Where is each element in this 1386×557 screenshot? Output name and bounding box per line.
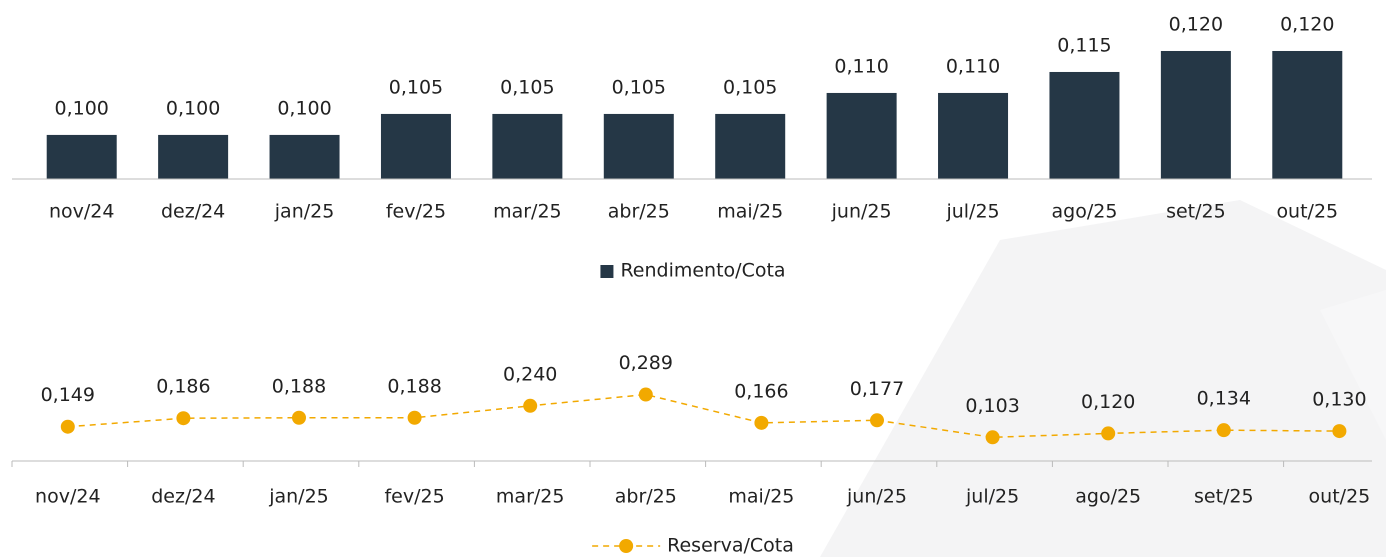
x-tick-label: set/25 bbox=[1194, 486, 1254, 508]
data-label: 0,105 bbox=[500, 76, 554, 98]
point bbox=[1332, 424, 1347, 439]
x-tick-label: abr/25 bbox=[608, 201, 670, 223]
legend-label: Rendimento/Cota bbox=[620, 260, 785, 282]
point bbox=[176, 411, 191, 426]
data-label: 0,100 bbox=[277, 97, 331, 119]
data-label: 0,115 bbox=[1057, 34, 1111, 56]
legend-label: Reserva/Cota bbox=[667, 535, 794, 557]
legend-marker bbox=[619, 539, 634, 553]
data-label: 0,105 bbox=[723, 76, 777, 98]
x-tick-label: out/25 bbox=[1309, 486, 1371, 508]
point bbox=[60, 419, 75, 434]
x-tick-label: nov/24 bbox=[49, 201, 115, 223]
x-tick-label: fev/25 bbox=[384, 486, 444, 508]
data-label: 0,240 bbox=[503, 363, 557, 385]
data-label: 0,110 bbox=[946, 55, 1000, 77]
x-tick-label: jun/25 bbox=[846, 486, 907, 508]
point bbox=[292, 410, 306, 425]
data-label: 0,100 bbox=[55, 97, 109, 119]
x-tick-label: jan/25 bbox=[268, 486, 329, 508]
legend-swatch bbox=[600, 265, 614, 278]
bar bbox=[938, 92, 1009, 179]
data-label: 0,134 bbox=[1197, 388, 1251, 410]
data-label: 0,289 bbox=[619, 352, 673, 374]
x-tick-label: mai/25 bbox=[728, 486, 794, 508]
bar bbox=[46, 134, 117, 179]
x-tick-label: dez/24 bbox=[161, 201, 225, 223]
data-label: 0,120 bbox=[1081, 391, 1135, 413]
decor-shape bbox=[1320, 290, 1386, 440]
bar bbox=[826, 92, 897, 179]
x-tick-label: fev/25 bbox=[386, 201, 446, 223]
x-tick-label: jul/25 bbox=[965, 486, 1019, 508]
x-tick-label: abr/25 bbox=[615, 486, 677, 508]
x-tick-label: ago/25 bbox=[1052, 201, 1118, 223]
point bbox=[870, 413, 884, 428]
bar bbox=[1049, 71, 1120, 179]
bar bbox=[158, 134, 229, 179]
point bbox=[407, 410, 422, 425]
background-decor bbox=[820, 200, 1386, 557]
data-label: 0,100 bbox=[166, 97, 220, 119]
data-label: 0,130 bbox=[1312, 389, 1366, 411]
x-tick-label: mar/25 bbox=[493, 201, 562, 223]
data-label: 0,110 bbox=[834, 55, 888, 77]
data-label: 0,105 bbox=[612, 76, 666, 98]
point bbox=[985, 430, 1000, 445]
data-label: 0,166 bbox=[734, 380, 788, 402]
x-tick-label: out/25 bbox=[1276, 201, 1338, 223]
data-label: 0,188 bbox=[387, 375, 441, 397]
point bbox=[523, 398, 538, 413]
data-label: 0,120 bbox=[1280, 13, 1334, 35]
bar bbox=[1160, 50, 1231, 179]
point bbox=[638, 387, 653, 402]
data-label: 0,186 bbox=[156, 376, 210, 398]
x-tick-label: jul/25 bbox=[945, 201, 999, 223]
point bbox=[754, 415, 769, 430]
data-label: 0,177 bbox=[850, 378, 904, 400]
x-tick-label: jun/25 bbox=[831, 201, 892, 223]
x-tick-label: jan/25 bbox=[274, 201, 335, 223]
decor-shape bbox=[820, 200, 1386, 557]
bar bbox=[1272, 50, 1343, 179]
data-label: 0,120 bbox=[1169, 13, 1223, 35]
data-label: 0,105 bbox=[389, 76, 443, 98]
bar bbox=[603, 113, 674, 179]
x-tick-label: nov/24 bbox=[35, 486, 101, 508]
bar bbox=[492, 113, 563, 179]
data-label: 0,103 bbox=[965, 395, 1019, 417]
data-label: 0,149 bbox=[41, 384, 95, 406]
x-tick-label: mar/25 bbox=[496, 486, 565, 508]
bar bbox=[715, 113, 786, 179]
x-tick-label: ago/25 bbox=[1075, 486, 1141, 508]
x-tick-label: set/25 bbox=[1166, 201, 1226, 223]
x-tick-label: dez/24 bbox=[151, 486, 215, 508]
point bbox=[1216, 423, 1231, 438]
line bbox=[67, 393, 1340, 439]
bar bbox=[269, 134, 340, 179]
data-label: 0,188 bbox=[272, 375, 326, 397]
bar bbox=[380, 113, 451, 179]
x-tick-label: mai/25 bbox=[717, 201, 783, 223]
point bbox=[1101, 426, 1116, 441]
